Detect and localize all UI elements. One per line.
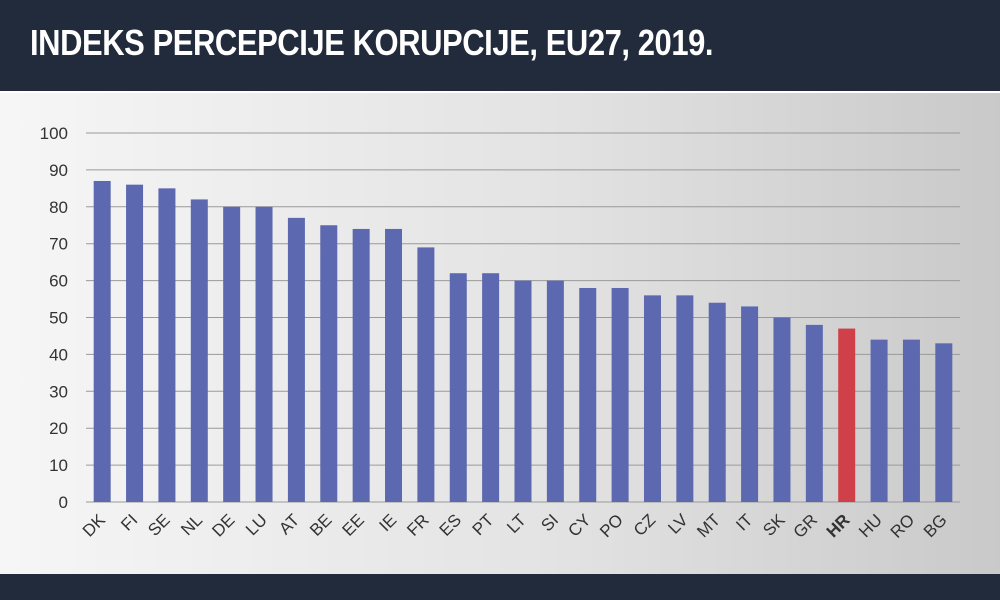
x-tick-label-cy: CY	[564, 510, 594, 540]
footer-bar	[0, 574, 1000, 600]
bar-at	[287, 217, 305, 502]
y-tick-label: 60	[49, 272, 68, 291]
bar-cz	[643, 295, 661, 502]
bar-ro	[902, 339, 920, 502]
x-tick-label-po: PO	[596, 510, 627, 541]
x-tick-label-cz: CZ	[630, 510, 659, 539]
x-tick-label-si: SI	[537, 510, 562, 535]
bar-cy	[579, 287, 597, 502]
x-tick-label-ie: IE	[376, 510, 401, 535]
x-tick-label-fr: FR	[403, 510, 432, 539]
bar-it	[741, 306, 759, 502]
y-tick-label: 10	[49, 456, 68, 475]
y-tick-label: 70	[49, 235, 68, 254]
x-tick-label-at: AT	[275, 510, 303, 538]
y-tick-label: 30	[49, 382, 68, 401]
bar-be	[320, 225, 338, 502]
bar-se	[158, 188, 176, 502]
x-tick-label-lt: LT	[503, 510, 530, 537]
bar-lv	[676, 295, 694, 502]
bar-nl	[190, 199, 208, 503]
bar-lu	[255, 206, 273, 503]
y-axis-labels: 0 10 20 30 40 50 60 70 80 90 100	[40, 124, 68, 512]
x-tick-label-bg: BG	[920, 510, 951, 541]
x-tick-label-hr: HR	[823, 510, 854, 541]
bar-hu	[870, 339, 888, 502]
x-tick-label-be: BE	[306, 510, 335, 539]
bar-fr	[417, 247, 435, 502]
y-tick-label: 50	[49, 309, 68, 328]
x-tick-label-mt: MT	[693, 510, 724, 541]
x-tick-label-de: DE	[208, 510, 238, 540]
x-tick-label-lv: LV	[664, 510, 692, 538]
x-tick-label-pt: PT	[469, 510, 498, 539]
x-tick-label-it: IT	[732, 510, 756, 534]
x-tick-label-se: SE	[144, 510, 173, 539]
x-tick-label-dk: DK	[79, 510, 110, 541]
x-tick-label-nl: NL	[177, 510, 206, 539]
bar-po	[611, 287, 629, 502]
y-tick-label: 100	[40, 124, 68, 143]
x-tick-label-ro: RO	[887, 510, 918, 541]
bar-es	[449, 273, 467, 502]
bar-si	[546, 280, 564, 502]
x-tick-label-es: ES	[436, 510, 465, 539]
x-axis-labels: DK FI SE NL DE LU AT BE EE IE FR ES PT LT SI CY PO CZ LV MT…	[79, 510, 951, 542]
y-tick-label: 0	[59, 493, 68, 512]
y-tick-label: 80	[49, 198, 68, 217]
bar-sk	[773, 317, 791, 502]
x-tick-label-hu: HU	[855, 510, 886, 541]
bar-fi	[126, 184, 144, 502]
header-bar: INDEKS PERCEPCIJE KORUPCIJE, EU27, 2019.	[0, 0, 1000, 90]
x-tick-label-sk: SK	[759, 510, 789, 540]
x-tick-label-fi: FI	[117, 510, 141, 534]
x-tick-label-lu: LU	[242, 510, 271, 539]
bar-mt	[708, 302, 726, 502]
bar-ie	[385, 228, 403, 502]
y-tick-label: 90	[49, 161, 68, 180]
y-tick-label: 20	[49, 419, 68, 438]
bar-gr	[805, 324, 823, 502]
bar-hr	[838, 328, 856, 502]
page-title: INDEKS PERCEPCIJE KORUPCIJE, EU27, 2019.	[30, 22, 714, 63]
bar-bg	[935, 343, 953, 502]
y-tick-label: 40	[49, 345, 68, 364]
bar-pt	[482, 273, 500, 502]
x-tick-label-ee: EE	[338, 510, 367, 539]
bar-layer	[93, 180, 953, 503]
x-tick-label-gr: GR	[790, 510, 821, 541]
bar-ee	[352, 228, 370, 502]
bar-lt	[514, 280, 532, 502]
bar-dk	[93, 180, 111, 502]
bar-de	[223, 206, 241, 503]
